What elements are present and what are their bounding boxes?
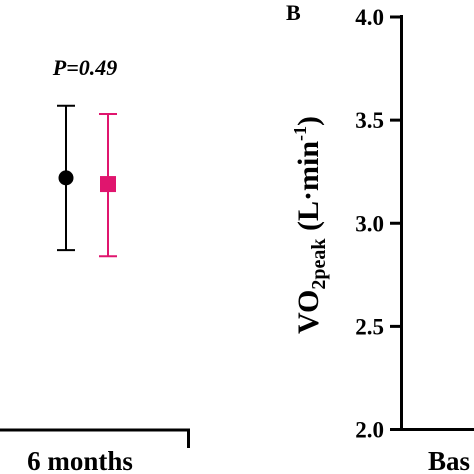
y-axis-title-close: ) [292,116,325,126]
y-tick-label: 3.0 [355,211,384,236]
y-axis-title-main: VO [292,290,325,334]
mean-marker-square [100,176,116,193]
y-tick-label: 2.0 [355,418,384,443]
panel-a-data-marks [57,104,117,258]
y-axis-title-units: (L [292,201,325,239]
y-tick-label: 2.5 [355,314,384,339]
y-axis-title-units-base: min [292,141,325,191]
y-axis-title-superscript: -1 [290,126,310,141]
panel-a: 6 months P=0.49 [0,55,190,474]
y-axis-title: VO2peak (L·min-1) [290,116,330,334]
y-axis-title-dot: · [292,191,325,201]
panel-b-x-category-label: Bas [428,446,470,474]
panel-b-label: B [286,0,301,25]
p-value-annotation: P=0.49 [52,55,117,80]
panel-b: B VO2peak (L·min-1) Bas 2.0 2.5 3.0 3.5 4.0 [286,0,474,474]
panel-b-y-ticks: 2.0 2.5 3.0 3.5 4.0 [355,5,402,443]
mean-marker-circle [58,170,74,186]
y-tick-label: 3.5 [355,108,384,133]
y-tick-label: 4.0 [355,5,384,30]
y-axis-title-subscript: 2peak [308,238,330,290]
panel-a-x-category-label: 6 months [27,446,133,474]
